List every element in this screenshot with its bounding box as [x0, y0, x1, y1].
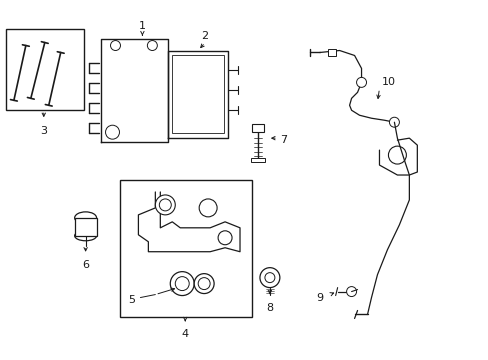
Bar — [120, 180, 251, 318]
Circle shape — [199, 199, 217, 217]
Text: 6: 6 — [82, 260, 89, 270]
Text: 10: 10 — [381, 77, 395, 87]
Text: 3: 3 — [40, 126, 47, 136]
Circle shape — [346, 287, 356, 297]
Ellipse shape — [75, 231, 96, 241]
Bar — [251, 124, 264, 132]
Circle shape — [198, 278, 210, 289]
Circle shape — [387, 146, 406, 164]
Bar — [327, 49, 335, 57]
Text: 4: 4 — [182, 329, 188, 339]
Circle shape — [170, 272, 194, 296]
Bar — [172, 55, 224, 133]
Text: 1: 1 — [139, 21, 145, 31]
Bar — [250, 158, 264, 162]
Circle shape — [110, 41, 120, 50]
Circle shape — [264, 273, 274, 283]
Circle shape — [388, 117, 399, 127]
Circle shape — [175, 276, 189, 291]
Circle shape — [356, 77, 366, 87]
Text: 7: 7 — [279, 135, 286, 145]
Text: 9: 9 — [316, 293, 323, 302]
Circle shape — [147, 41, 157, 50]
Circle shape — [260, 268, 279, 288]
Text: 8: 8 — [266, 302, 273, 312]
Circle shape — [218, 231, 232, 245]
Bar — [75, 218, 96, 236]
Circle shape — [159, 199, 171, 211]
Circle shape — [155, 195, 175, 215]
Ellipse shape — [75, 212, 96, 224]
Circle shape — [105, 125, 119, 139]
Circle shape — [194, 274, 214, 293]
Text: 2: 2 — [201, 31, 208, 41]
Text: 5: 5 — [128, 294, 135, 305]
Bar — [6, 28, 83, 110]
